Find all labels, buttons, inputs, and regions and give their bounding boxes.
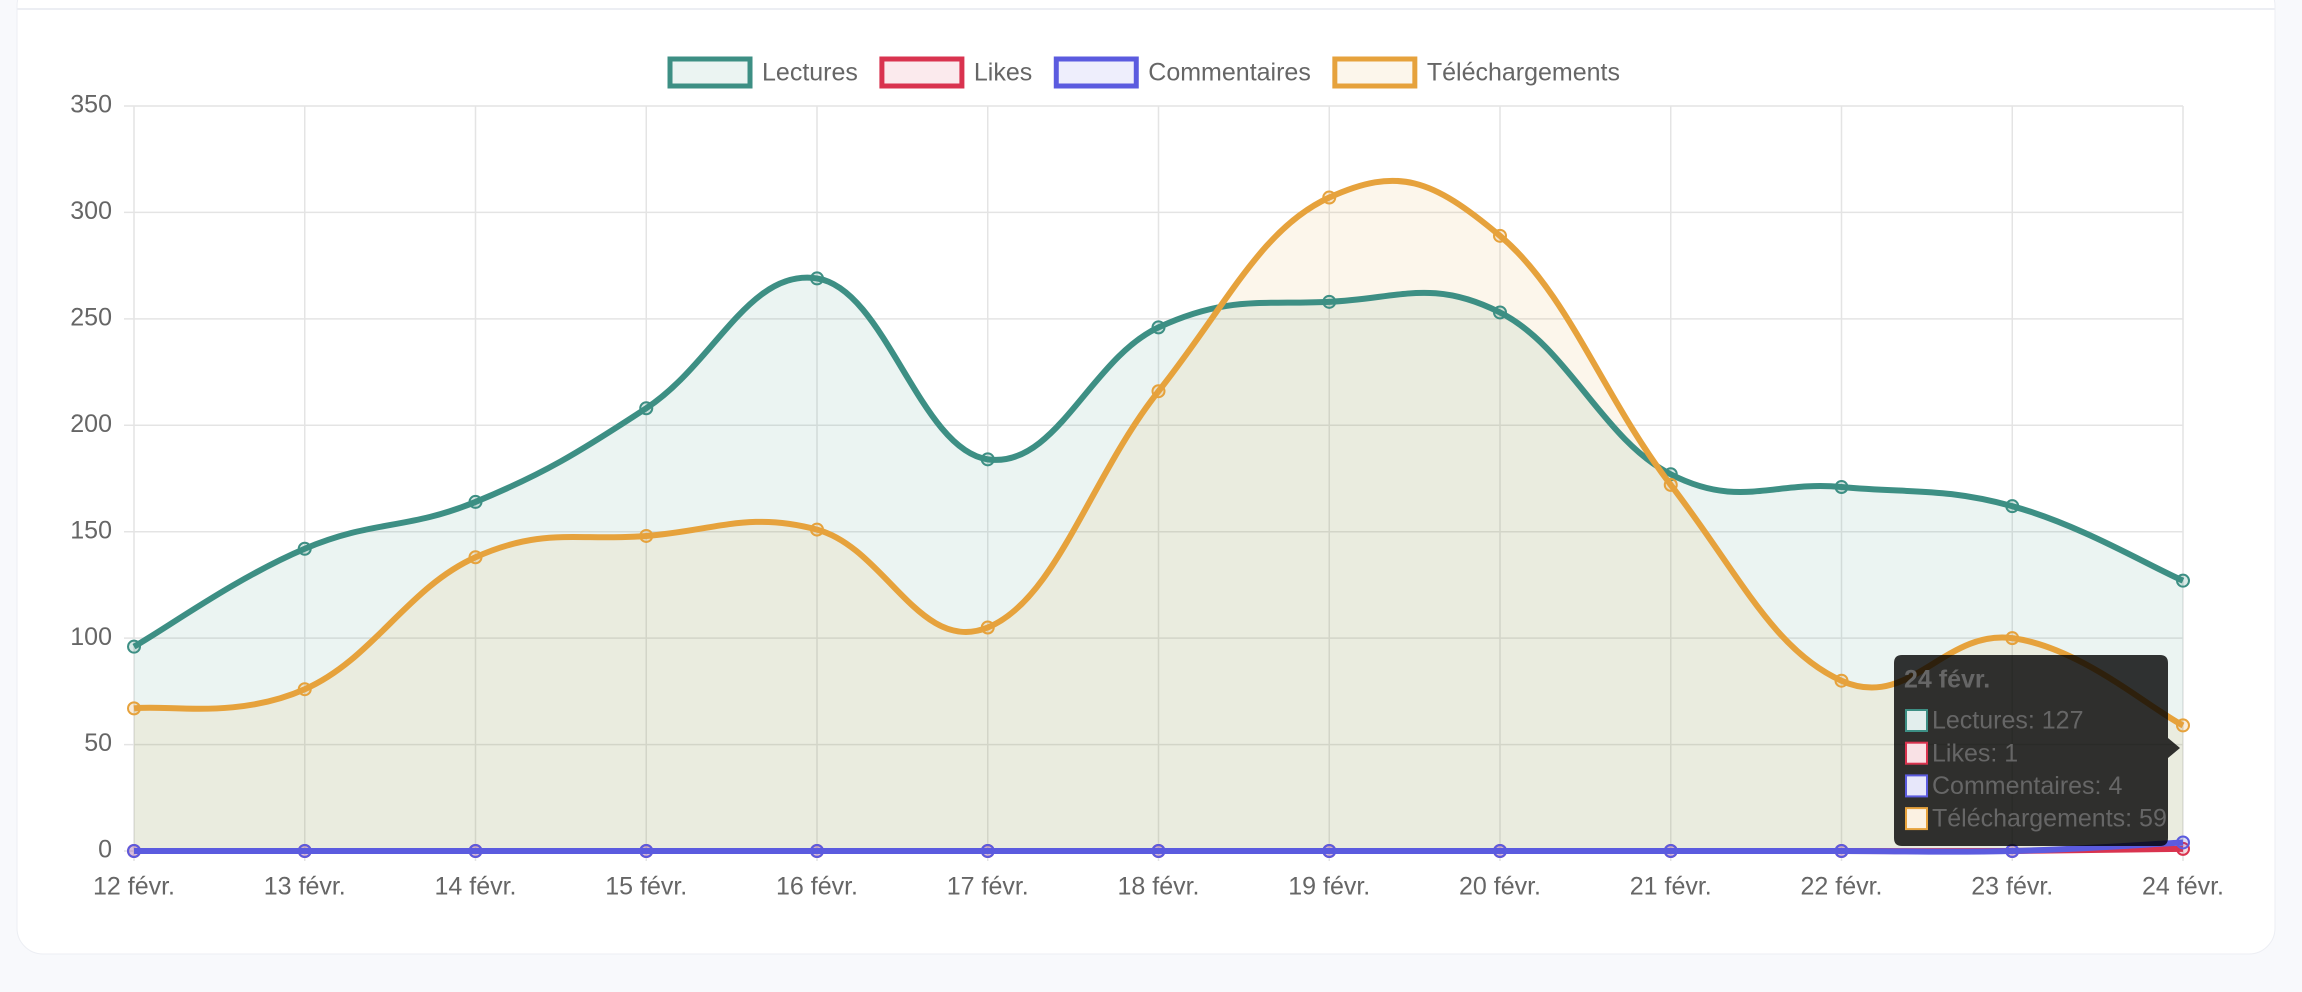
x-tick-label: 13 févr.	[264, 873, 346, 901]
x-tick-label: 14 févr.	[435, 873, 517, 901]
point	[980, 844, 995, 858]
point	[1151, 384, 1166, 399]
y-tick-label: 50	[84, 729, 112, 757]
x-tick-label: 19 févr.	[1288, 873, 1370, 901]
point	[639, 528, 654, 543]
point	[2176, 573, 2190, 588]
legend-item: Likes	[879, 56, 1032, 89]
point	[2176, 718, 2190, 733]
tooltip-swatch	[1905, 807, 1928, 831]
point	[297, 541, 312, 556]
point	[810, 844, 824, 858]
x-tick-label: 24 févr.	[2142, 873, 2224, 901]
point	[1493, 844, 1507, 858]
y-tick-label: 150	[70, 516, 112, 544]
point	[2005, 631, 2020, 646]
point	[1151, 320, 1166, 335]
y-tick-label: 0	[98, 836, 112, 864]
y-tick-label: 200	[70, 410, 112, 438]
x-tick-label: 23 févr.	[1971, 873, 2053, 901]
point	[1834, 673, 1849, 688]
legend-item: Téléchargements	[1332, 56, 1620, 89]
point	[127, 639, 141, 654]
point	[468, 494, 483, 509]
y-tick-label: 100	[70, 623, 112, 651]
y-tick-label: 250	[70, 303, 112, 331]
legend-label: Lectures	[762, 59, 858, 87]
point	[1493, 305, 1507, 320]
tooltip-swatch	[1905, 709, 1928, 732]
point	[1322, 294, 1337, 309]
legend-item: Lectures	[667, 56, 858, 89]
legend-swatch	[879, 56, 965, 89]
line	[134, 839, 2184, 855]
x-tick-label: 17 févr.	[947, 873, 1029, 901]
point	[810, 522, 824, 537]
point	[810, 271, 824, 286]
point	[468, 550, 483, 565]
point	[2005, 499, 2020, 514]
point	[639, 401, 654, 416]
tooltip-item: Lectures: 127	[1932, 707, 2084, 735]
point	[297, 844, 312, 858]
point	[1834, 844, 1849, 858]
line	[133, 177, 2185, 729]
tooltip-item: Likes: 1	[1932, 739, 2018, 767]
x-tick-label: 15 févr.	[605, 873, 687, 901]
legend-swatch	[1053, 56, 1139, 89]
point	[2005, 844, 2020, 858]
legend-label: Téléchargements	[1427, 59, 1620, 87]
plot	[127, 177, 2190, 858]
legend-swatch	[1332, 56, 1418, 89]
point	[297, 682, 312, 697]
legend-label: Likes	[974, 59, 1032, 87]
y-tick-label: 350	[70, 91, 112, 119]
legend-label: Commentaires	[1148, 59, 1311, 87]
line	[132, 274, 2185, 650]
x-tick-label: 18 févr.	[1118, 873, 1200, 901]
point	[980, 452, 995, 467]
point	[1834, 480, 1849, 495]
point	[2176, 835, 2190, 850]
point	[980, 620, 995, 635]
area	[134, 277, 2183, 851]
tooltip-title: 24 févr.	[1904, 666, 1990, 694]
tooltip-swatch-fill	[1906, 742, 1927, 764]
point	[639, 844, 654, 858]
grid: 0 50 100 150 200 250 300 350 12 févr. 13 févr. 14 …	[70, 91, 2224, 901]
tooltip-swatch	[1905, 741, 1928, 765]
x-tick-label: 12 févr.	[93, 873, 175, 901]
card	[16, 0, 2276, 955]
legend-swatch	[667, 56, 753, 89]
point	[127, 701, 141, 716]
x-tick-label: 22 févr.	[1801, 873, 1883, 901]
point	[1493, 228, 1507, 243]
point	[127, 844, 141, 858]
point	[1663, 477, 1678, 492]
tooltip-swatch	[1905, 774, 1928, 798]
tooltip-swatch-fill	[1906, 710, 1927, 731]
area	[134, 180, 2183, 851]
y-tick-label: 300	[70, 197, 112, 225]
legend: Lectures Likes Commentaires Téléchargements	[667, 56, 1620, 89]
point	[1322, 844, 1337, 858]
tooltip: 24 févr. Lectures: 127 Likes: 1 Commentaire…	[1894, 655, 2180, 846]
tooltip-swatch-fill	[1906, 808, 1927, 830]
point	[468, 844, 483, 858]
tooltip-item: Commentaires: 4	[1932, 772, 2122, 800]
point	[1151, 844, 1166, 858]
tooltip-swatch-fill	[1906, 775, 1927, 797]
legend-item: Commentaires	[1053, 56, 1311, 89]
x-tick-label: 16 févr.	[776, 873, 858, 901]
point	[1322, 190, 1337, 205]
tooltip-box	[1894, 655, 2180, 846]
tooltip-item: Téléchargements: 59	[1932, 805, 2167, 833]
x-tick-label: 20 févr.	[1459, 873, 1541, 901]
x-tick-label: 21 févr.	[1630, 873, 1712, 901]
point	[1663, 844, 1678, 858]
